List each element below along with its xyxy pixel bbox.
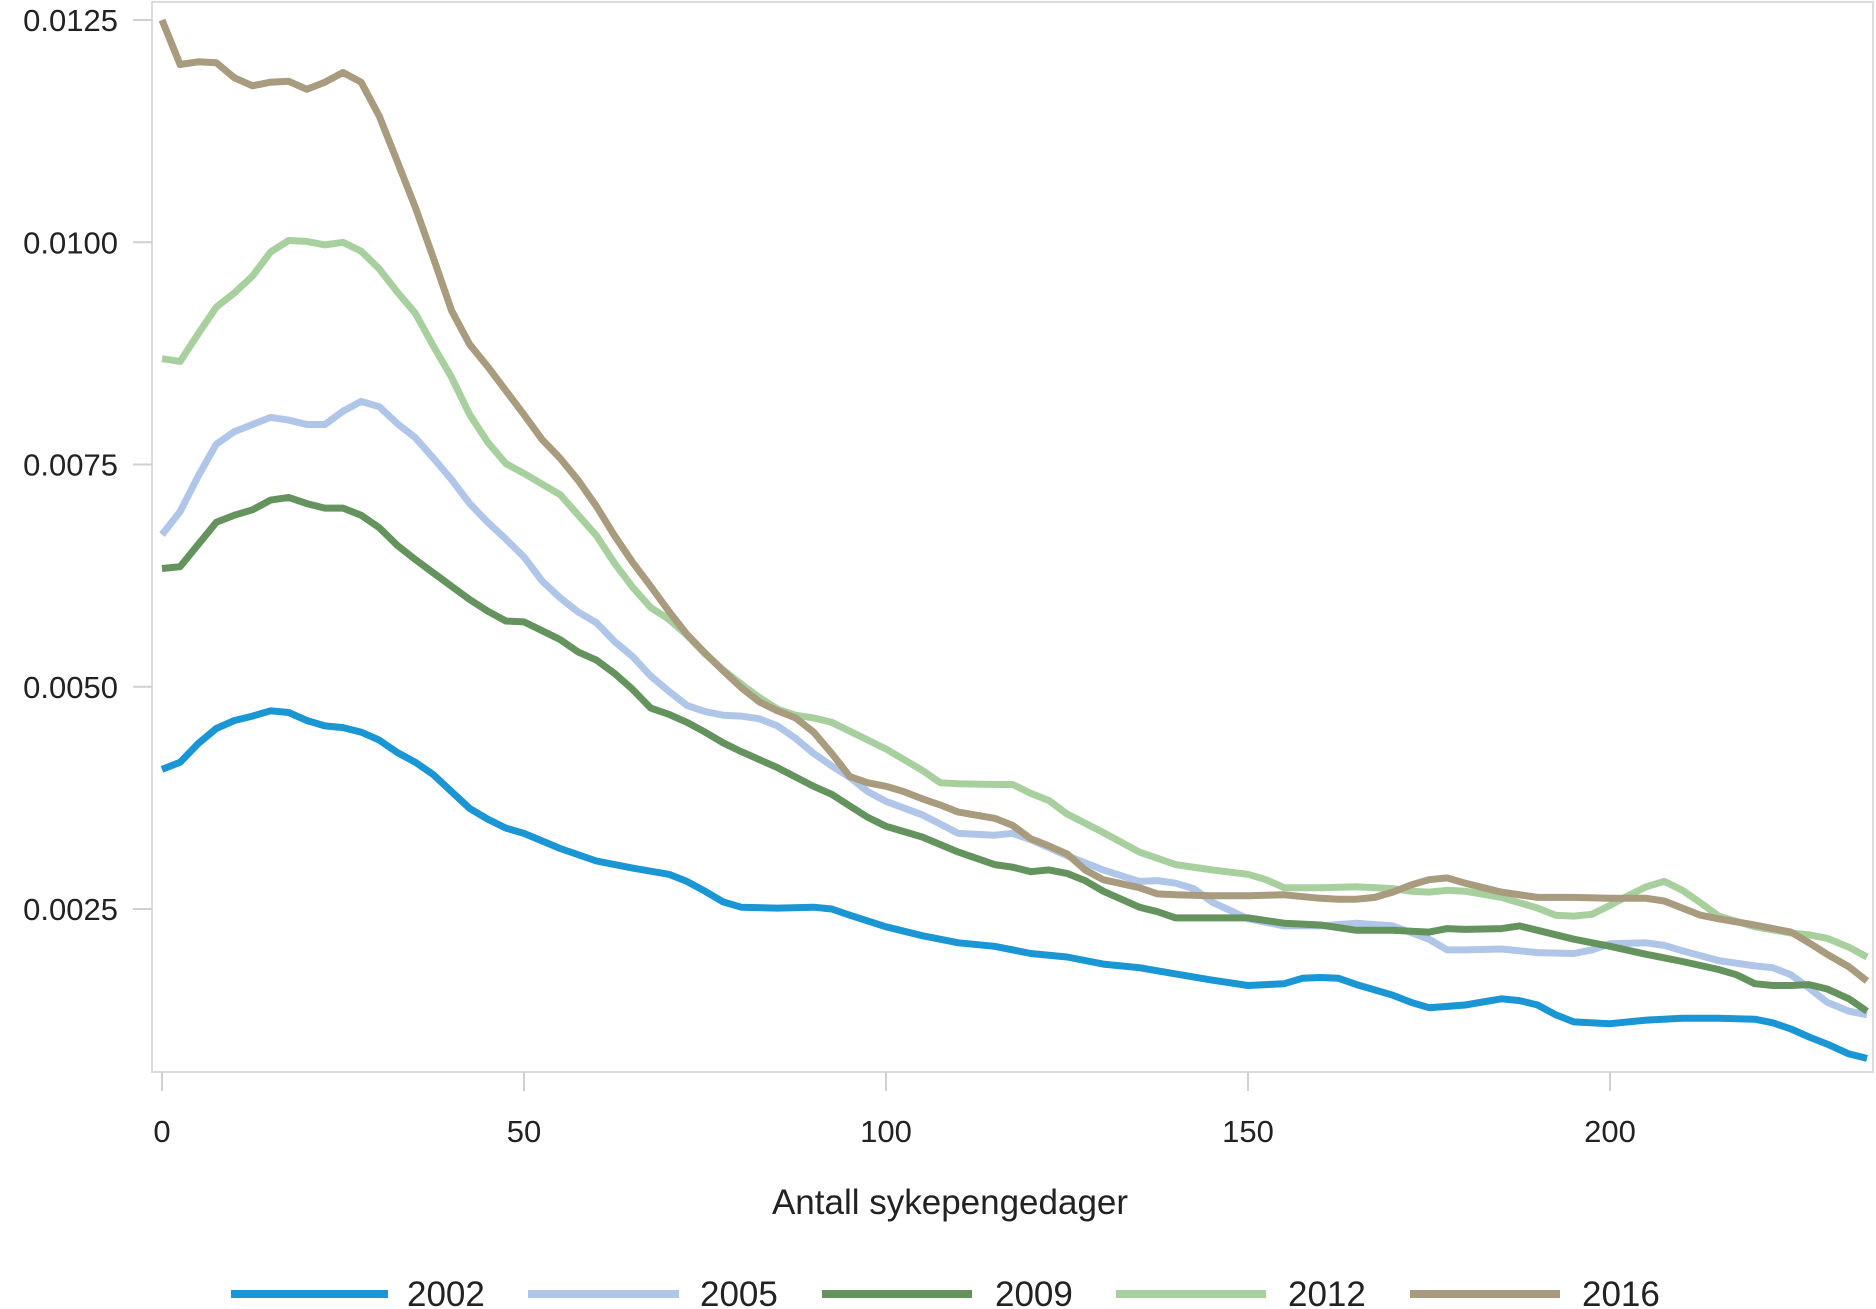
- y-tick-label: 0.0100: [23, 225, 118, 260]
- series-line-2009: [161, 493, 1869, 1015]
- y-tick: 0.0075: [23, 448, 152, 483]
- legend: 2002 2005 2009 2012 2016: [231, 1275, 1660, 1309]
- x-tick: 200: [1584, 1072, 1636, 1149]
- legend-label: 2016: [1582, 1275, 1660, 1309]
- legend-label: 2009: [995, 1275, 1073, 1309]
- y-tick-label: 0.0050: [23, 670, 118, 705]
- y-tick: 0.0050: [23, 670, 152, 705]
- legend-item: 2002: [231, 1275, 485, 1309]
- legend-label: 2012: [1288, 1275, 1366, 1309]
- legend-item: 2005: [528, 1275, 778, 1309]
- legend-item: 2016: [1410, 1275, 1660, 1309]
- x-tick-label: 50: [507, 1114, 541, 1149]
- y-tick: 0.0100: [23, 225, 152, 260]
- x-tick: 0: [153, 1072, 171, 1149]
- x-tick: 150: [1222, 1072, 1274, 1149]
- legend-label: 2005: [700, 1275, 778, 1309]
- plot-frame: [151, 1, 1874, 1073]
- x-axis-title: Antall sykepengedager: [772, 1183, 1128, 1222]
- y-tick: 0.0125: [23, 3, 152, 38]
- y-axis: 0.0025 0.0050 0.0075 0.0100 0.0125: [23, 3, 152, 927]
- y-tick-label: 0.0075: [23, 448, 118, 483]
- series-line-2012: [161, 237, 1869, 961]
- x-axis: 0 50 100 150 200 Antall sykepengedager: [153, 1072, 1636, 1222]
- y-tick: 0.0025: [23, 892, 152, 927]
- legend-item: 2009: [822, 1275, 1073, 1309]
- x-tick-label: 0: [153, 1114, 170, 1149]
- series-layer: [158, 18, 1870, 1062]
- x-tick-label: 100: [860, 1114, 912, 1149]
- x-tick: 100: [860, 1072, 912, 1149]
- y-tick-label: 0.0025: [23, 892, 118, 927]
- x-tick-label: 200: [1584, 1114, 1636, 1149]
- x-tick: 50: [507, 1072, 541, 1149]
- y-tick-label: 0.0125: [23, 3, 118, 38]
- series-line-2002: [160, 707, 1868, 1062]
- series-line-2016: [158, 18, 1870, 984]
- legend-item: 2012: [1116, 1275, 1366, 1309]
- x-tick-label: 150: [1222, 1114, 1274, 1149]
- legend-label: 2002: [407, 1275, 485, 1309]
